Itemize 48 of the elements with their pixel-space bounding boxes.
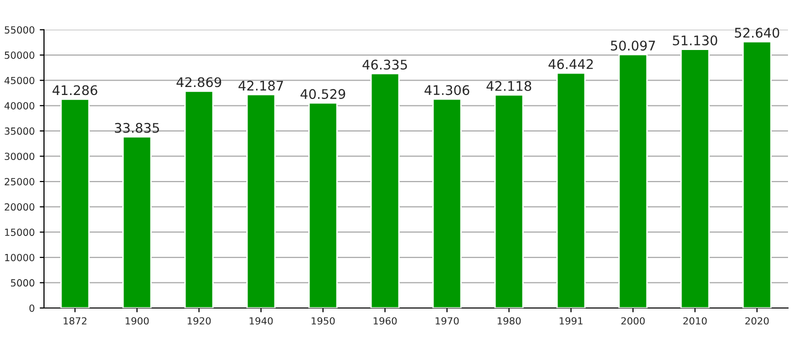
bar: [618, 54, 648, 308]
y-tick-label: 15000: [5, 228, 34, 236]
y-tick-label: 40000: [4, 102, 34, 110]
y-tick-label: 10000: [5, 254, 34, 262]
data-label: 41.286: [52, 85, 98, 96]
data-label: 40.529: [300, 89, 346, 100]
y-tick-label: 0: [29, 304, 34, 312]
data-label: 51.130: [672, 35, 718, 46]
bar: [680, 48, 710, 308]
x-tick-label: 1970: [436, 317, 459, 325]
data-label: 42.118: [486, 80, 532, 91]
x-tick-label: 2000: [621, 317, 645, 325]
x-tick-label: 1900: [126, 317, 149, 325]
x-tick-label: 2010: [683, 317, 707, 325]
bar: [246, 94, 276, 308]
y-tick-label: 25000: [4, 178, 34, 186]
bar: [370, 72, 400, 308]
bar: [122, 136, 152, 308]
x-tick-label: 1920: [188, 317, 211, 325]
data-label: 46.442: [548, 59, 593, 70]
bar: [742, 40, 772, 308]
data-label: 42.187: [238, 80, 283, 91]
data-label: 52.640: [734, 28, 780, 38]
bar: [60, 98, 90, 308]
bar: [184, 90, 214, 308]
y-tick-label: 50000: [4, 52, 34, 59]
x-tick-label: 1940: [250, 317, 273, 325]
data-label: 33.835: [114, 122, 159, 133]
y-tick-label: 55000: [4, 26, 34, 34]
bar: [556, 72, 586, 308]
y-tick-label: 35000: [4, 127, 34, 135]
x-tick-label: 1960: [374, 317, 397, 325]
y-tick-label: 30000: [4, 152, 34, 160]
x-tick-label: 1872: [64, 317, 86, 325]
data-label: 42.869: [176, 77, 222, 88]
bar: [494, 94, 524, 308]
x-tick-label: 1950: [312, 317, 335, 325]
y-tick-label: 45000: [4, 76, 34, 84]
data-label: 50.097: [610, 40, 655, 51]
x-tick-label: 2020: [745, 317, 769, 325]
x-tick-label: 1991: [560, 317, 582, 325]
y-tick-label: 5000: [10, 279, 34, 287]
bar: [308, 102, 338, 308]
data-label: 46.335: [362, 60, 407, 70]
y-tick-label: 20000: [4, 203, 34, 211]
bar: [432, 98, 462, 308]
x-tick-label: 1980: [498, 317, 521, 325]
data-label: 41.306: [424, 85, 470, 96]
